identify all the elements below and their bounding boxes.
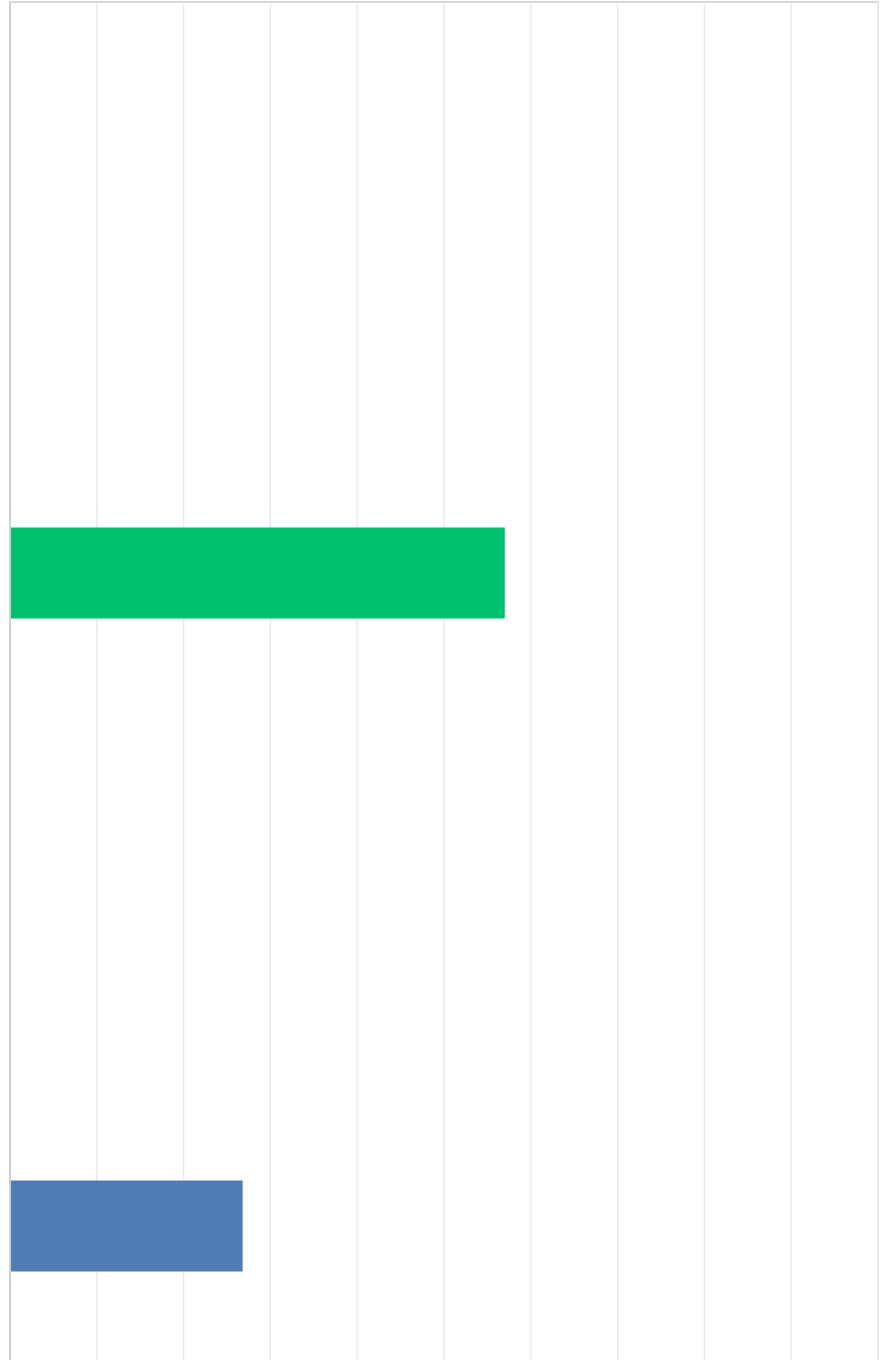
bar xyxy=(10,1180,243,1272)
bar xyxy=(10,527,505,619)
